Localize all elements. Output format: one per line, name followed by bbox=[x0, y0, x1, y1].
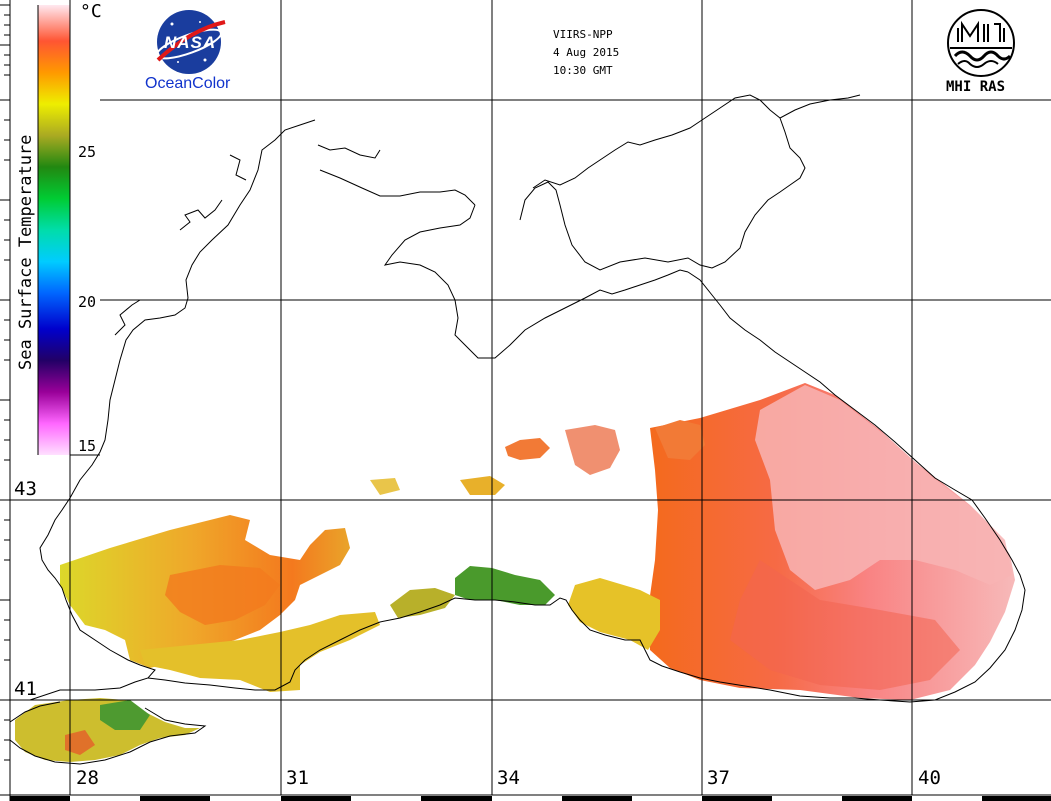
sst-west-south-strip bbox=[140, 612, 380, 692]
mhi-caption: MHI RAS bbox=[946, 79, 1006, 95]
lat-label-43: 43 bbox=[14, 478, 37, 500]
coast-west bbox=[10, 119, 316, 701]
colorbar-gradient bbox=[38, 5, 70, 455]
sst-mid-patch-2 bbox=[565, 425, 620, 475]
sst-mid-patch-4 bbox=[460, 476, 505, 495]
coast-caucasus bbox=[147, 271, 1026, 703]
coast-danube bbox=[114, 144, 476, 336]
sst-marmara-green bbox=[100, 700, 150, 730]
lon-label-37: 37 bbox=[707, 767, 730, 789]
sst-marmara-red bbox=[65, 730, 95, 755]
sst-turkey-green bbox=[455, 566, 555, 605]
sst-marmara bbox=[15, 698, 200, 762]
left-ruler bbox=[0, 0, 11, 801]
nasa-logo bbox=[155, 10, 226, 74]
sst-mid-patch-3 bbox=[655, 420, 705, 460]
sst-mid-patch-5 bbox=[370, 478, 400, 495]
bottom-ruler bbox=[0, 794, 1051, 801]
header-satellite: VIIRS-NPP bbox=[553, 28, 613, 41]
lat-lon-grid bbox=[10, 0, 1051, 795]
colorbar-title: Sea Surface Temperature bbox=[16, 134, 36, 370]
colorbar-tick-20: 20 bbox=[78, 293, 97, 311]
coast-azov bbox=[519, 94, 861, 271]
sst-south-central bbox=[568, 578, 660, 650]
sst-east-pale bbox=[755, 385, 1012, 590]
colorbar bbox=[37, 5, 100, 456]
lon-label-31: 31 bbox=[286, 767, 309, 789]
lat-label-41: 41 bbox=[14, 678, 37, 700]
oceancolor-caption: OceanColor bbox=[145, 75, 231, 92]
colorbar-tick-15: 15 bbox=[78, 437, 97, 455]
colorbar-unit: °C bbox=[80, 1, 102, 22]
lon-label-28: 28 bbox=[76, 767, 99, 789]
lon-label-40: 40 bbox=[918, 767, 941, 789]
sst-mid-patch-1 bbox=[505, 438, 550, 460]
nasa-wordmark: NASA bbox=[164, 33, 217, 52]
sst-east-warm-core bbox=[730, 560, 960, 690]
colorbar-tick-25: 25 bbox=[78, 143, 97, 161]
sst-west-orange-core bbox=[165, 565, 280, 625]
coast-marmara bbox=[9, 701, 207, 765]
lon-label-34: 34 bbox=[497, 767, 520, 789]
header-date: 4 Aug 2015 bbox=[553, 46, 620, 59]
sst-turkey-yellow bbox=[390, 588, 455, 618]
mhi-logo bbox=[947, 9, 1015, 77]
sst-field bbox=[15, 383, 1015, 762]
header-time: 10:30 GMT bbox=[553, 64, 613, 77]
coastline bbox=[9, 94, 1026, 765]
coast-crimea bbox=[383, 204, 689, 359]
